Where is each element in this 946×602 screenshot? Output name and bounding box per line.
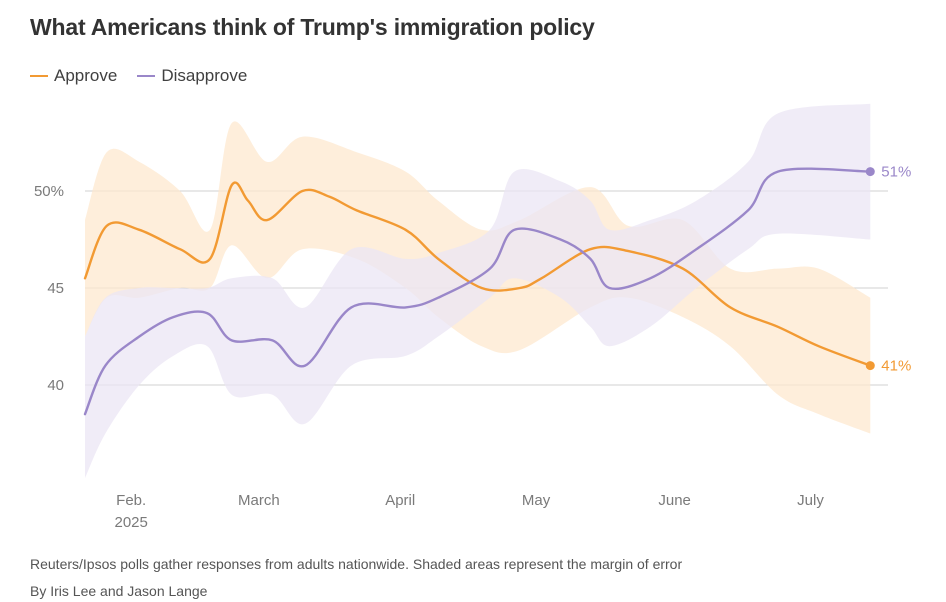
x-tick-label: Feb. [116,492,146,509]
margin-of-error-bands [85,103,871,479]
series-line-disapprove [83,167,872,416]
legend-label-disapprove: Disapprove [161,66,248,85]
line-chart: 50% 45 40 Feb. 2025 March April May June July 41% 5… [34,103,911,531]
legend-item-disapprove: Disapprove [137,66,247,86]
x-tick-label: July [797,492,824,509]
x-tick-label: April [385,492,415,509]
y-tick-label: 45 [47,280,64,297]
chart-footnote: Reuters/Ipsos polls gather responses fro… [30,556,683,572]
y-tick-label: 50% [34,183,64,200]
x-tick-label: June [658,492,691,509]
axis-labels: 50% 45 40 Feb. 2025 March April May June July 41% 5… [34,164,911,531]
legend-swatch-disapprove [137,75,156,77]
end-label-approve: 41% [881,358,911,375]
chart-legend: Approve Disapprove [30,66,247,86]
band-disapprove [85,103,871,479]
chart-byline: By Iris Lee and Jason Lange [30,583,208,599]
chart-title: What Americans think of Trump's immigrat… [30,14,595,40]
endpoint-approve [865,361,875,371]
legend-item-approve: Approve [30,66,117,86]
legend-swatch-approve [30,75,48,77]
legend-label-approve: Approve [54,66,118,85]
series-line-approve [83,181,872,367]
end-label-disapprove: 51% [881,164,911,181]
series-lines [83,167,875,416]
x-tick-label: March [238,492,280,509]
endpoint-disapprove [865,167,875,177]
x-tick-label: May [522,492,551,509]
x-tick-sublabel: 2025 [115,514,148,531]
y-tick-label: 40 [47,377,64,394]
